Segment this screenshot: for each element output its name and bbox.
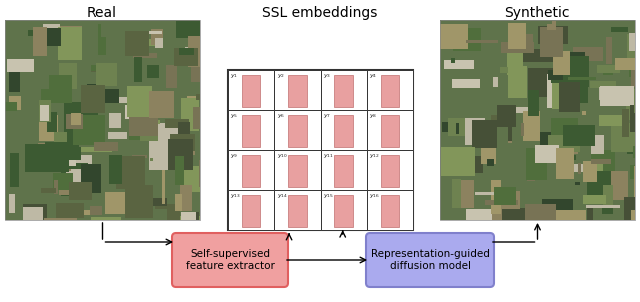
Bar <box>288 115 307 147</box>
Bar <box>334 115 353 147</box>
Bar <box>334 195 353 227</box>
Bar <box>228 70 275 110</box>
Bar <box>275 150 321 190</box>
Text: $y_{13}$: $y_{13}$ <box>230 192 241 200</box>
Bar <box>381 75 399 107</box>
FancyBboxPatch shape <box>366 233 494 287</box>
Bar <box>288 75 307 107</box>
Text: $y_{14}$: $y_{14}$ <box>276 192 288 200</box>
Bar <box>381 155 399 187</box>
Text: $y_{9}$: $y_{9}$ <box>230 152 239 160</box>
Text: $y_{6}$: $y_{6}$ <box>276 112 285 120</box>
Bar <box>275 110 321 150</box>
Bar <box>275 70 321 110</box>
Text: Synthetic: Synthetic <box>504 6 570 20</box>
Text: $y_{16}$: $y_{16}$ <box>369 192 380 200</box>
Bar <box>321 190 367 230</box>
Text: $y_{1}$: $y_{1}$ <box>230 72 239 80</box>
Text: SSL embeddings: SSL embeddings <box>262 6 378 20</box>
Bar <box>334 155 353 187</box>
Bar <box>367 190 413 230</box>
Text: $y_{2}$: $y_{2}$ <box>276 72 285 80</box>
Bar <box>228 190 275 230</box>
Bar <box>288 155 307 187</box>
Bar <box>381 195 399 227</box>
Text: $y_{4}$: $y_{4}$ <box>369 72 378 80</box>
Text: $y_{5}$: $y_{5}$ <box>230 112 239 120</box>
Bar <box>367 70 413 110</box>
Bar <box>321 150 367 190</box>
Bar <box>381 115 399 147</box>
Bar <box>5 20 200 220</box>
Text: $y_{12}$: $y_{12}$ <box>369 152 380 160</box>
Text: Self-supervised
feature extractor: Self-supervised feature extractor <box>186 249 275 271</box>
Bar <box>242 115 260 147</box>
Bar <box>321 70 367 110</box>
Bar <box>321 110 367 150</box>
Text: $y_{7}$: $y_{7}$ <box>323 112 332 120</box>
Bar <box>440 20 635 220</box>
Bar <box>228 110 275 150</box>
Bar <box>242 155 260 187</box>
Text: $y_{8}$: $y_{8}$ <box>369 112 378 120</box>
Bar <box>367 150 413 190</box>
Bar <box>242 75 260 107</box>
Bar <box>275 190 321 230</box>
Bar <box>228 150 275 190</box>
Bar <box>334 75 353 107</box>
Text: Real: Real <box>87 6 117 20</box>
Text: $y_{15}$: $y_{15}$ <box>323 192 334 200</box>
Bar <box>367 110 413 150</box>
FancyBboxPatch shape <box>172 233 288 287</box>
Text: Representation-guided
diffusion model: Representation-guided diffusion model <box>371 249 490 271</box>
Text: $y_{3}$: $y_{3}$ <box>323 72 332 80</box>
Bar <box>288 195 307 227</box>
Bar <box>228 70 413 230</box>
Text: $y_{11}$: $y_{11}$ <box>323 152 334 160</box>
Text: $y_{10}$: $y_{10}$ <box>276 152 288 160</box>
Bar <box>242 195 260 227</box>
